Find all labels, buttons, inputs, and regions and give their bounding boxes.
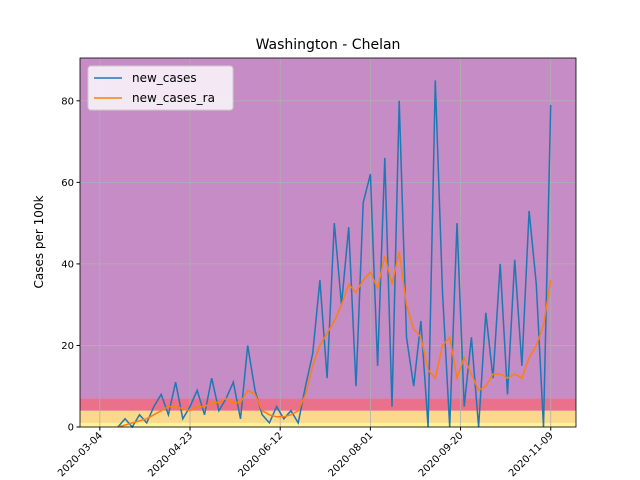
chart-title: Washington - Chelan: [256, 37, 401, 53]
legend-box: [87, 65, 234, 111]
y-tick-label: 80: [61, 96, 74, 107]
legend-label: new_cases_ra: [132, 91, 215, 105]
threshold-band: [80, 398, 576, 411]
x-tick-label: 2020-08-01: [327, 430, 376, 479]
threshold-band: [80, 58, 576, 399]
x-tick-label: 2020-06-12: [236, 430, 285, 479]
y-tick-label: 20: [61, 341, 74, 352]
legend-label: new_cases: [132, 71, 197, 85]
threshold-band: [80, 410, 576, 423]
x-tick-label: 2020-11-09: [507, 430, 556, 479]
plot-frame: [79, 57, 577, 428]
x-tick-label: 2020-09-20: [417, 430, 466, 479]
threshold-band: [80, 422, 576, 427]
x-tick-label: 2020-04-23: [146, 430, 195, 479]
data-line: [117, 251, 552, 428]
y-axis-label: Cases per 100k: [32, 195, 46, 288]
y-tick-label: 60: [61, 178, 74, 189]
x-tick-label: 2020-03-04: [56, 430, 105, 479]
y-tick-label: 0: [68, 423, 74, 434]
y-tick-label: 40: [61, 259, 74, 270]
